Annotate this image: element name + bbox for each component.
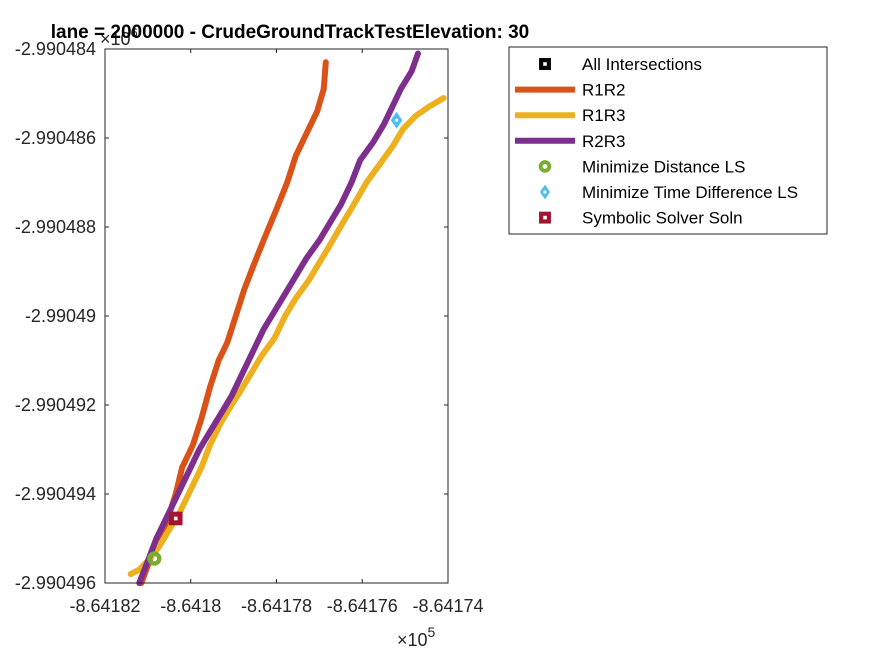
y-tick-label: -2.99049 [25,306,96,326]
legend-entry: Symbolic Solver Soln [539,209,743,228]
legend-entry: Minimize Time Difference LS [539,183,798,202]
x-exponent-power: 5 [428,624,436,640]
y-tick-label: -2.990496 [15,573,96,593]
y-axis-ticks: -2.990496 -2.990494 -2.990492 -2.99049 -2.99… [15,39,448,593]
x-tick-label: -8.64174 [412,596,483,616]
marker-symbolic-solver-soln [168,511,183,526]
legend-entry: R1R3 [515,106,625,125]
series-r2r3-line [136,50,421,586]
chart-title: lane = 2000000 - CrudeGroundTrackTestEle… [51,22,530,43]
legend-entry: All Intersections [539,55,702,74]
x-exponent-base: ×10 [397,630,428,650]
y-tick-label: -2.990488 [15,217,96,237]
legend-marker-swatch-dot [543,62,547,66]
x-tick-label: -8.64176 [327,596,398,616]
y-tick-label: -2.990484 [15,39,96,59]
axes-background [105,49,448,583]
chart-legend: All Intersections R1R2 R1R3 R2R3 Minimize Di… [508,46,828,235]
marker-layer [147,111,403,566]
marker-minimize-time-difference-ls [390,111,403,129]
legend-entry: R2R3 [515,132,625,151]
legend-marker-swatch-dot [543,215,547,220]
legend-label: All Intersections [582,55,702,74]
legend-label: R1R3 [582,106,625,125]
y-axis-exponent: ×106 [100,25,138,49]
legend-entries: All Intersections R1R2 R1R3 R2R3 Minimize Di… [515,55,798,228]
x-tick-label: -8.64178 [241,596,312,616]
legend-label: Minimize Time Difference LS [582,183,798,202]
legend-label: Symbolic Solver Soln [582,209,743,228]
x-tick-label: -8.6418 [160,596,221,616]
marker-minimize-distance-ls-ring [147,551,162,566]
y-exponent-base: ×10 [100,29,131,49]
legend-marker-swatch [539,184,551,200]
y-tick-label: -2.990486 [15,128,96,148]
legend-marker-swatch [539,211,551,224]
legend-entry: R1R2 [515,81,625,100]
marker-minimize-time-difference-ls-dot [394,118,399,122]
legend-label: R2R3 [582,132,625,151]
marker-symbolic-solver-soln-dot [173,516,178,521]
legend-label: Minimize Distance LS [582,157,745,176]
legend-marker-swatch [538,160,552,173]
legend-marker-swatch [539,58,551,70]
x-axis-exponent: ×105 [397,624,436,650]
plot-area: -8.64182 -8.6418 -8.64178 -8.64176 -8.64174 … [15,39,484,616]
y-tick-label: -2.990492 [15,395,96,415]
legend-entry: Minimize Distance LS [538,157,745,176]
legend-marker-swatch-dot [543,190,547,194]
x-tick-label: -8.64182 [69,596,140,616]
legend-label: R1R2 [582,81,625,100]
y-tick-label: -2.990494 [15,484,96,504]
marker-minimize-distance-ls [147,551,162,566]
legend-marker-swatch-ring [538,160,552,173]
y-exponent-power: 6 [131,25,138,40]
x-axis-ticks: -8.64182 -8.6418 -8.64178 -8.64176 -8.64174 [69,49,484,616]
